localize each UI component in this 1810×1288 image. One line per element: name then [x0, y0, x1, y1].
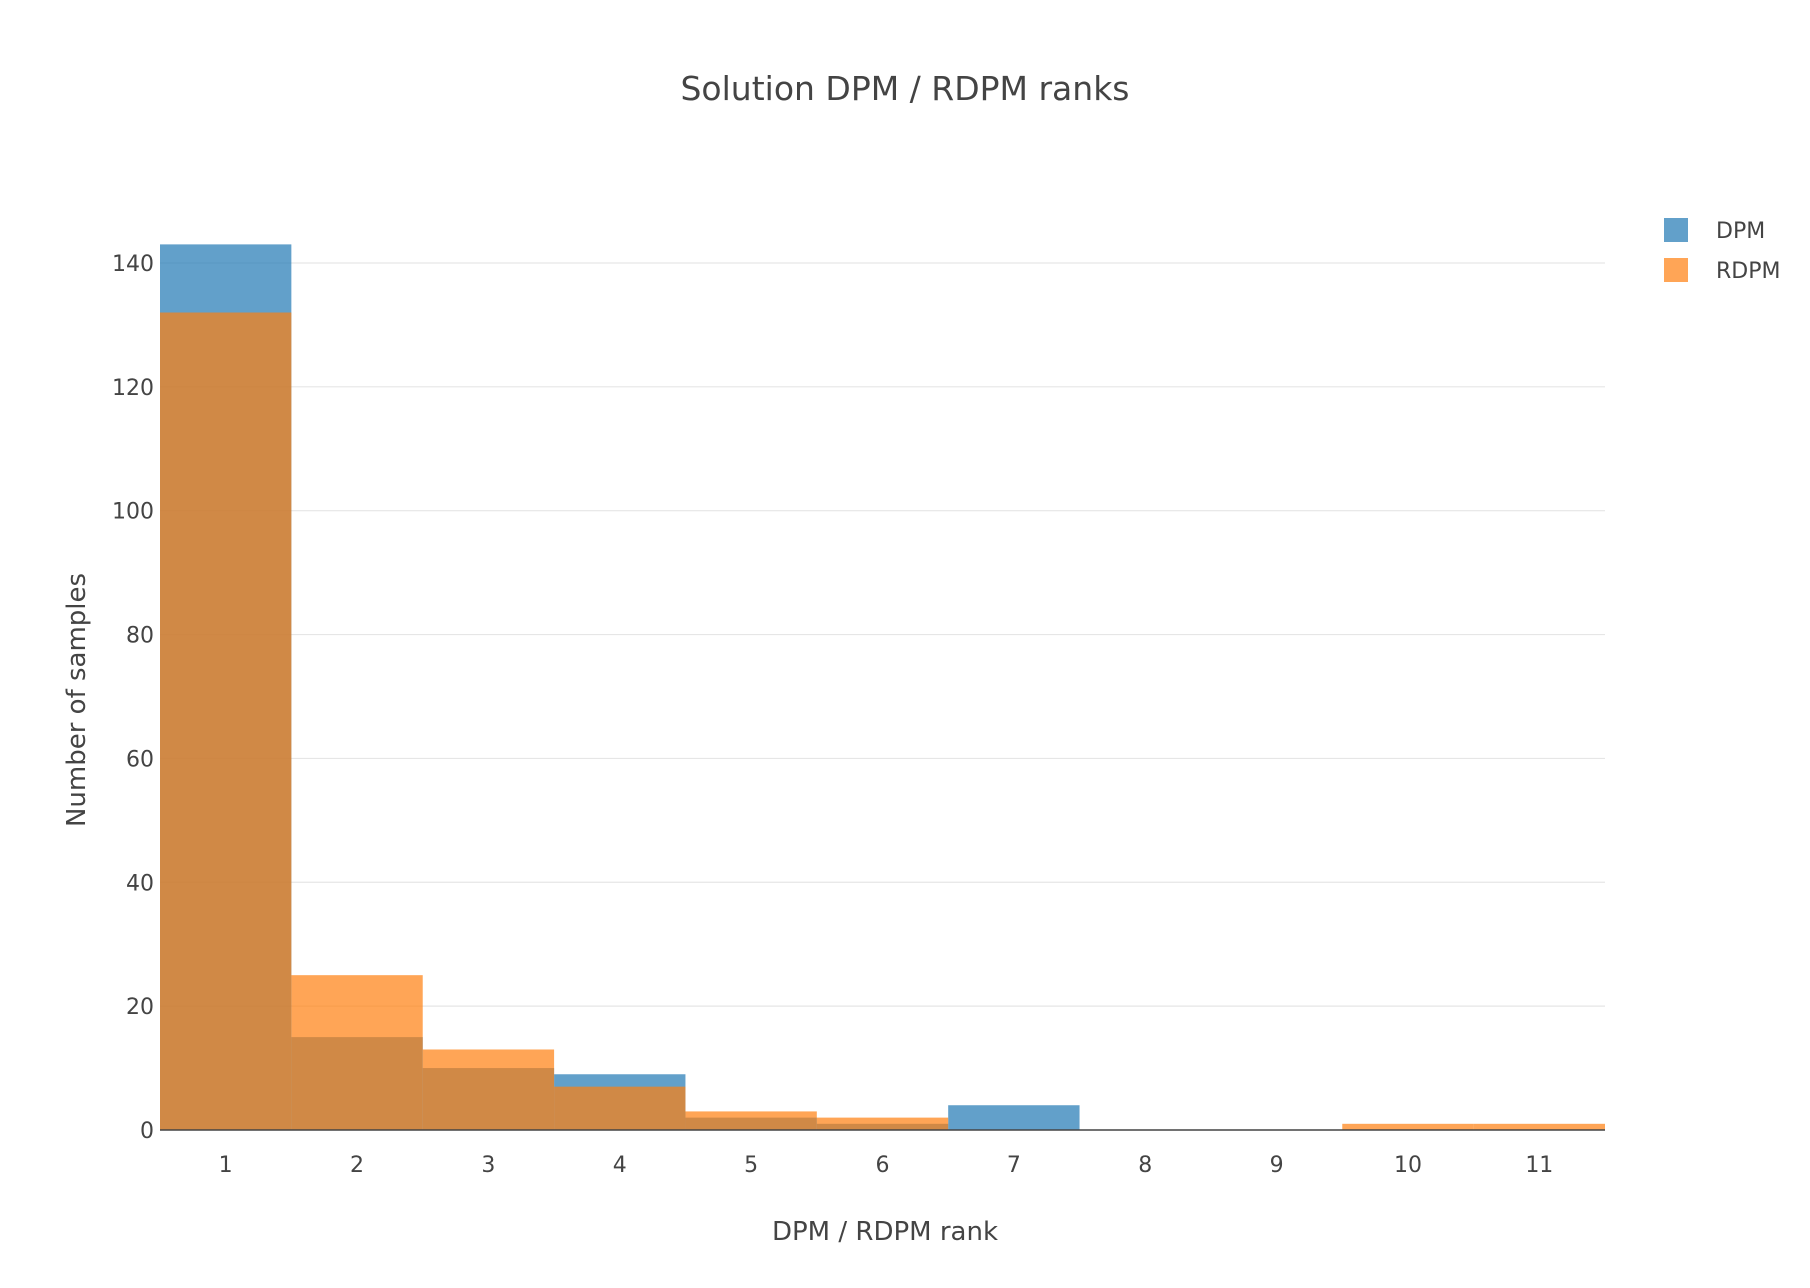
bar-rdpm-2[interactable]: [291, 975, 423, 1130]
x-tick-label: 4: [613, 1153, 627, 1178]
chart-title: Solution DPM / RDPM ranks: [680, 69, 1129, 108]
x-tick-label: 3: [481, 1153, 495, 1178]
x-tick-label: 2: [350, 1153, 364, 1178]
legend-swatch: [1664, 218, 1688, 242]
legend-item-dpm[interactable]: DPM: [1664, 218, 1765, 244]
x-tick-label: 7: [1007, 1153, 1021, 1178]
bars: [160, 244, 1605, 1130]
x-tick-label: 8: [1138, 1153, 1152, 1178]
legend-label: DPM: [1716, 219, 1765, 244]
series-rdpm: [160, 312, 1605, 1130]
y-tick-label: 60: [126, 747, 154, 772]
bar-dpm-7[interactable]: [948, 1105, 1080, 1130]
x-tick-label: 6: [876, 1153, 890, 1178]
y-tick-label: 80: [126, 624, 154, 649]
bar-rdpm-11[interactable]: [1473, 1123, 1605, 1130]
grid-lines: [160, 262, 1605, 1007]
x-tick-label: 11: [1525, 1153, 1553, 1178]
x-tick-labels: 1 2 3 4 5 6 7 8 9 10 11: [219, 1153, 1554, 1178]
y-tick-label: 40: [126, 871, 154, 896]
legend[interactable]: DPM RDPM: [1664, 218, 1780, 284]
bar-rdpm-6[interactable]: [816, 1117, 949, 1130]
legend-swatch: [1664, 258, 1688, 282]
y-tick-label: 140: [112, 252, 154, 277]
x-tick-label: 5: [744, 1153, 758, 1178]
bar-rdpm-4[interactable]: [554, 1086, 686, 1130]
y-tick-label: 20: [126, 995, 154, 1020]
y-tick-label: 100: [112, 500, 154, 525]
legend-item-rdpm[interactable]: RDPM: [1664, 258, 1780, 284]
x-tick-label: 1: [219, 1153, 233, 1178]
bar-rdpm-3[interactable]: [422, 1049, 555, 1130]
x-tick-label: 9: [1270, 1153, 1284, 1178]
x-tick-label: 10: [1394, 1153, 1422, 1178]
legend-label: RDPM: [1716, 259, 1780, 284]
x-axis-title: DPM / RDPM rank: [772, 1217, 998, 1247]
y-tick-label: 0: [140, 1119, 154, 1144]
y-tick-label: 120: [112, 376, 154, 401]
bar-rdpm-10[interactable]: [1342, 1123, 1474, 1130]
bar-rdpm-1[interactable]: [160, 312, 292, 1130]
bar-rdpm-5[interactable]: [685, 1111, 817, 1130]
y-tick-labels: 0 20 40 60 80 100 120 140: [112, 252, 154, 1144]
y-axis-title: Number of samples: [62, 573, 92, 827]
